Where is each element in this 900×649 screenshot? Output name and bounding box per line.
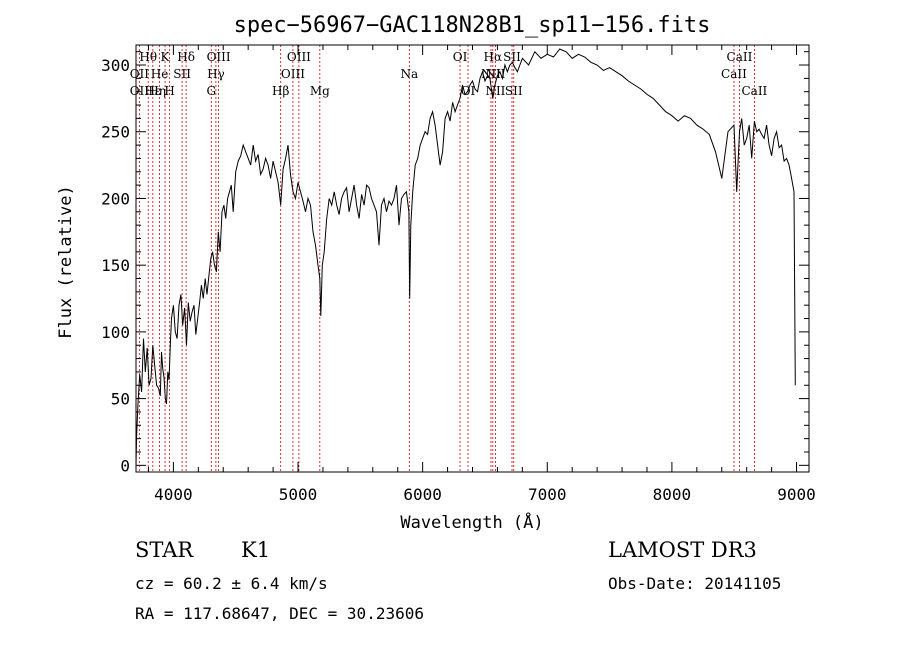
x-axis-label: Wavelength (Å) (400, 511, 543, 533)
line-label-7: SII (503, 50, 521, 64)
line-label-11: SII (173, 67, 191, 81)
y-axis-ticks: 0 50 100 150 200 250 300 (101, 51, 809, 475)
line-label-1: K (161, 50, 171, 64)
line-label-26: NII (485, 84, 505, 98)
object-class: STAR (135, 538, 194, 562)
line-label-24: Mg (310, 84, 330, 98)
line-label-21: H (164, 84, 174, 98)
spectrum-line (135, 48, 796, 466)
y-tick-label-2: 100 (101, 323, 130, 342)
line-label-18: OII (130, 84, 150, 98)
y-tick-label-4: 200 (101, 189, 130, 208)
line-label-16: NII (485, 67, 505, 81)
line-label-19: Hε (144, 84, 161, 98)
x-tick-label-1: 5000 (279, 485, 318, 504)
line-label-8: CaII (727, 50, 753, 64)
line-label-10: He (151, 67, 169, 81)
line-label-13: OIII (281, 67, 305, 81)
chart-title: spec−56967−GAC118N28B1_sp11−156.fits (234, 13, 711, 38)
y-tick-label-6: 300 (101, 56, 130, 75)
line-label-6: Hα (484, 50, 503, 64)
y-tick-label-5: 250 (101, 123, 130, 142)
x-tick-label-2: 6000 (403, 485, 442, 504)
y-tick-label-1: 50 (111, 390, 130, 409)
line-label-23: Hβ (272, 84, 289, 98)
line-label-2: Hδ (177, 50, 195, 64)
x-tick-label-5: 9000 (777, 485, 816, 504)
coordinates: RA = 117.68647, DEC = 30.23606 (135, 604, 424, 623)
line-label-27: SII (505, 84, 523, 98)
line-label-22: G (206, 84, 216, 98)
y-axis-label: Flux (relative) (56, 185, 76, 339)
line-label-0: Hθ (139, 50, 157, 64)
x-tick-label-3: 7000 (528, 485, 567, 504)
line-label-3: OIII (207, 50, 231, 64)
plot-frame (135, 44, 810, 473)
line-label-15: NII (481, 67, 501, 81)
line-label-9: OII (130, 67, 150, 81)
x-tick-label-4: 8000 (653, 485, 692, 504)
line-label-28: CaII (741, 84, 767, 98)
survey-name: LAMOST DR3 (608, 538, 757, 562)
line-label-14: Na (400, 67, 418, 81)
y-tick-label-3: 150 (101, 256, 130, 275)
line-label-17: CaII (721, 67, 747, 81)
x-axis-ticks: 4000 5000 6000 7000 8000 9000 (147, 45, 816, 504)
line-label-12: Hγ (207, 67, 225, 81)
line-label-20: Hη (148, 84, 166, 98)
observation-date: Obs-Date: 20141105 (608, 574, 782, 593)
x-tick-label-0: 4000 (154, 485, 193, 504)
redshift-value: cz = 60.2 ± 6.4 km/s (135, 574, 328, 593)
line-markers (138, 45, 755, 472)
y-tick-label-0: 0 (120, 456, 130, 475)
line-label-5: OI (453, 50, 468, 64)
line-label-4: OIII (287, 50, 311, 64)
object-subclass: K1 (241, 538, 271, 562)
